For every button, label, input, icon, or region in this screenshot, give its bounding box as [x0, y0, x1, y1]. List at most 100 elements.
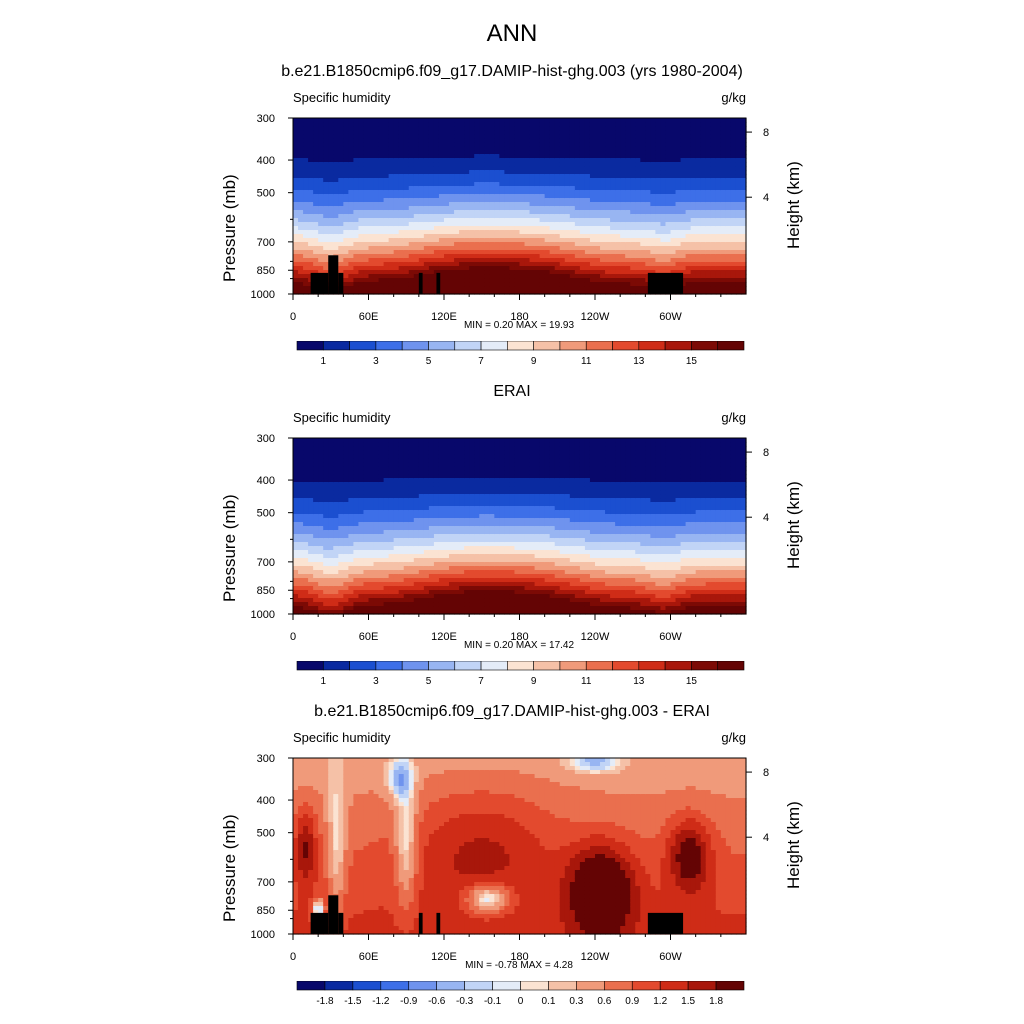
- y-tick-label: 500: [257, 508, 275, 520]
- colorbar-label: -1.2: [372, 996, 390, 1007]
- colorbar-label: 1.5: [681, 996, 695, 1007]
- panel-title: b.e21.B1850cmip6.f09_g17.DAMIP-hist-ghg.…: [314, 703, 710, 720]
- contour-plot: 300 400 500 700 850 1000 8 4 0 60E 120E 180 120W 60W: [251, 433, 770, 643]
- x-tick-label: 120W: [581, 631, 610, 643]
- x-tick-label: 60W: [659, 631, 682, 643]
- right-string: g/kg: [721, 730, 746, 745]
- x-tick-label: 0: [290, 631, 296, 643]
- colorbar: -1.8 -1.5 -1.2 -0.9 -0.6 -0.3 -0.1 0 0.1 0.3 0.6 0.…: [296, 981, 745, 1007]
- y-tick-label: 300: [257, 433, 275, 445]
- y-right-tick-label: 4: [763, 192, 769, 204]
- y-tick-label: 1000: [251, 929, 275, 941]
- y-tick-label: 850: [257, 585, 275, 597]
- x-tick-label: 60E: [359, 951, 379, 963]
- y-right-tick-label: 8: [763, 127, 769, 139]
- x-tick-label: 120E: [431, 631, 457, 643]
- x-tick-label: 60W: [659, 951, 682, 963]
- x-tick-label: 60E: [359, 631, 379, 643]
- colorbar-label: 9: [531, 676, 537, 687]
- terrain-mask: [647, 272, 684, 294]
- colorbar-label: 7: [478, 356, 484, 367]
- colorbar-label: -0.9: [400, 996, 418, 1007]
- terrain-mask: [418, 272, 423, 294]
- colorbar-label: 1: [321, 356, 327, 367]
- min-max-label: MIN = 0.20 MAX = 19.93: [463, 320, 575, 331]
- x-tick-label: 60E: [359, 311, 379, 323]
- colorbar-label: 0.3: [569, 996, 583, 1007]
- colorbar-label: 0.6: [597, 996, 611, 1007]
- y-tick-label: 500: [257, 188, 275, 200]
- colorbar-label: 0: [518, 996, 524, 1007]
- colorbar-label: 5: [426, 356, 432, 367]
- left-string: Specific humidity: [293, 410, 391, 425]
- colorbar-label: 13: [633, 356, 645, 367]
- y-tick-label: 300: [257, 113, 275, 125]
- colorbar-label: 7: [478, 676, 484, 687]
- min-max-label: MIN = 0.20 MAX = 17.42: [463, 640, 575, 651]
- x-tick-label: 60W: [659, 311, 682, 323]
- y-tick-label: 700: [257, 557, 275, 569]
- right-string: g/kg: [721, 90, 746, 105]
- contour-plot: 300 400 500 700 850 1000 8 4 0 60E 120E 180 120W 60W: [251, 753, 770, 963]
- y-right-tick-label: 8: [763, 767, 769, 779]
- y-tick-label: 400: [257, 795, 275, 807]
- y-right-tick-label: 4: [763, 832, 769, 844]
- y-tick-label: 850: [257, 905, 275, 917]
- x-tick-label: 0: [290, 951, 296, 963]
- terrain-mask: [338, 912, 344, 934]
- terrain-mask: [436, 272, 441, 294]
- left-string: Specific humidity: [293, 730, 391, 745]
- colorbar-label: -0.3: [456, 996, 474, 1007]
- terrain-mask: [310, 272, 329, 294]
- y-right-tick-label: 4: [763, 512, 769, 524]
- terrain-mask: [338, 272, 344, 294]
- terrain-mask: [328, 895, 339, 934]
- colorbar-label: 1.2: [653, 996, 667, 1007]
- panel-title: b.e21.B1850cmip6.f09_g17.DAMIP-hist-ghg.…: [281, 63, 743, 80]
- contour-field: [293, 118, 747, 295]
- colorbar-label: -1.8: [316, 996, 334, 1007]
- y-tick-label: 1000: [251, 609, 275, 621]
- x-tick-label: 180: [510, 631, 528, 643]
- colorbar-label: 15: [686, 676, 698, 687]
- colorbar-label: -0.6: [428, 996, 446, 1007]
- terrain-mask: [418, 912, 423, 934]
- colorbar-label: 1.8: [709, 996, 723, 1007]
- x-tick-label: 120E: [431, 951, 457, 963]
- colorbar-label: -0.1: [484, 996, 502, 1007]
- x-tick-label: 180: [510, 951, 528, 963]
- y-tick-label: 700: [257, 237, 275, 249]
- y-tick-label: 850: [257, 265, 275, 277]
- x-tick-label: 120E: [431, 311, 457, 323]
- colorbar-label: 3: [373, 676, 379, 687]
- y-tick-label: 300: [257, 753, 275, 765]
- x-tick-label: 0: [290, 311, 296, 323]
- colorbar-label: 1: [321, 676, 327, 687]
- contour-plot: 300 400 500 700 850 1000 8 4 0 60E 120E 180 120W 60W: [251, 113, 770, 323]
- colorbar-label: 9: [531, 356, 537, 367]
- colorbar: 1 3 5 7 9 11 13 15: [296, 341, 745, 367]
- page-title: ANN: [486, 20, 538, 47]
- colorbar-label: -1.5: [344, 996, 362, 1007]
- terrain-mask: [328, 255, 339, 294]
- colorbar-label: 0.1: [541, 996, 555, 1007]
- colorbar-label: 11: [581, 676, 592, 687]
- colorbar: 1 3 5 7 9 11 13 15: [296, 661, 745, 687]
- terrain-mask: [647, 912, 684, 934]
- right-string: g/kg: [721, 410, 746, 425]
- terrain-mask: [310, 912, 329, 934]
- colorbar-label: 3: [373, 356, 379, 367]
- min-max-label: MIN = -0.78 MAX = 4.28: [465, 960, 573, 971]
- y-tick-label: 1000: [251, 289, 275, 301]
- y-tick-label: 400: [257, 155, 275, 167]
- y-tick-label: 700: [257, 877, 275, 889]
- y-right-tick-label: 8: [763, 447, 769, 459]
- x-tick-label: 120W: [581, 951, 610, 963]
- x-tick-label: 120W: [581, 311, 610, 323]
- contour-field: [293, 758, 747, 935]
- panel-title: ERAI: [493, 383, 531, 400]
- colorbar-label: 5: [426, 676, 432, 687]
- colorbar-label: 0.9: [625, 996, 639, 1007]
- y-tick-label: 400: [257, 475, 275, 487]
- x-tick-label: 180: [510, 311, 528, 323]
